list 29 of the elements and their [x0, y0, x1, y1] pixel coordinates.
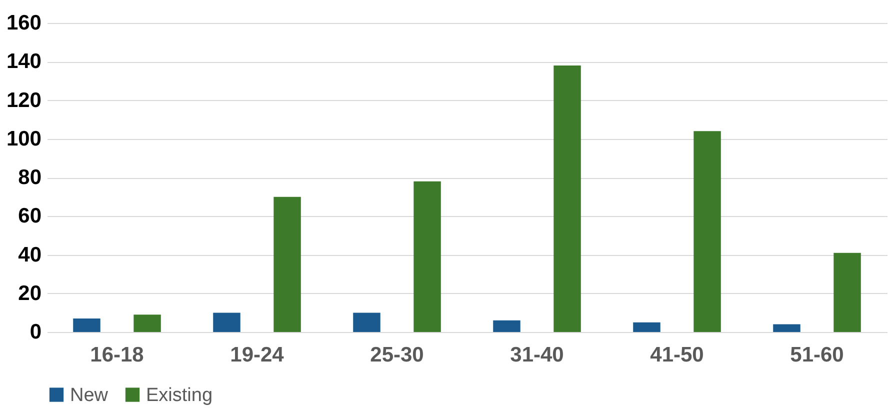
- x-tick-label: 25-30: [370, 344, 424, 366]
- x-tick-label: 16-18: [90, 344, 144, 366]
- bar: [834, 252, 861, 332]
- legend-label: New: [70, 384, 108, 406]
- bar: [213, 312, 240, 332]
- x-tick-label: 41-50: [650, 344, 704, 366]
- bar: [353, 312, 380, 332]
- y-tick-label: 100: [6, 127, 42, 150]
- bar: [773, 324, 800, 332]
- x-tick-label: 51-60: [790, 344, 844, 366]
- bar: [134, 314, 161, 332]
- y-tick-label: 160: [6, 12, 42, 34]
- bar: [554, 65, 581, 332]
- bar: [633, 322, 660, 332]
- x-tick-label: 19-24: [230, 344, 284, 366]
- y-tick-label: 20: [18, 282, 42, 305]
- y-tick-label: 80: [18, 166, 42, 189]
- bar: [274, 196, 301, 332]
- x-tick-label: 31-40: [510, 344, 564, 366]
- legend-label: Existing: [146, 384, 213, 406]
- y-tick-label: 140: [6, 50, 42, 74]
- bar: [73, 318, 100, 332]
- y-tick-label: 60: [18, 204, 42, 228]
- y-tick-label: 120: [6, 88, 42, 112]
- bar: [694, 131, 721, 332]
- y-tick-label: 0: [30, 320, 42, 344]
- y-tick-label: 40: [18, 243, 42, 266]
- bar: [493, 320, 520, 332]
- bar: [414, 181, 441, 332]
